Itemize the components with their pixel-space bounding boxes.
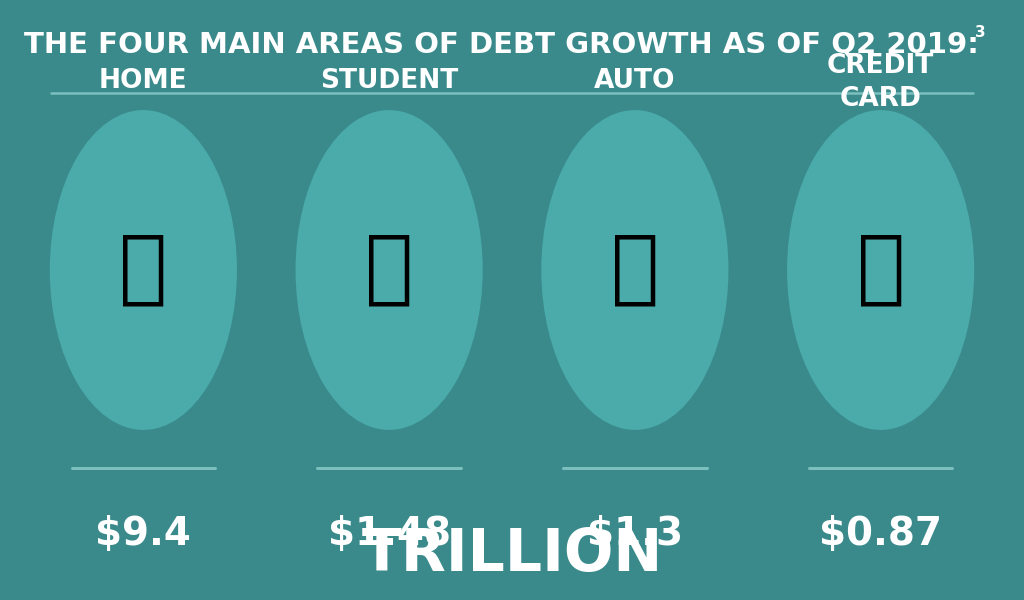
Ellipse shape bbox=[296, 110, 482, 430]
Text: $1.48: $1.48 bbox=[328, 515, 451, 553]
Text: THE FOUR MAIN AREAS OF DEBT GROWTH AS OF Q2 2019:: THE FOUR MAIN AREAS OF DEBT GROWTH AS OF… bbox=[25, 31, 979, 59]
Text: AUTO: AUTO bbox=[594, 68, 676, 94]
Text: CARD: CARD bbox=[840, 86, 922, 112]
Text: $0.87: $0.87 bbox=[819, 515, 942, 553]
Text: 🏠: 🏠 bbox=[119, 231, 168, 309]
Text: $9.4: $9.4 bbox=[95, 515, 191, 553]
Ellipse shape bbox=[542, 110, 728, 430]
Text: 3: 3 bbox=[975, 25, 985, 40]
Text: CREDIT: CREDIT bbox=[827, 53, 934, 79]
Text: TRILLION: TRILLION bbox=[361, 527, 663, 583]
Text: 💳: 💳 bbox=[856, 231, 905, 309]
Text: 🎓: 🎓 bbox=[365, 231, 414, 309]
Text: HOME: HOME bbox=[99, 68, 187, 94]
Text: 🚗: 🚗 bbox=[610, 231, 659, 309]
Text: $1.3: $1.3 bbox=[587, 515, 683, 553]
Ellipse shape bbox=[50, 110, 237, 430]
Text: STUDENT: STUDENT bbox=[319, 68, 459, 94]
Ellipse shape bbox=[787, 110, 974, 430]
